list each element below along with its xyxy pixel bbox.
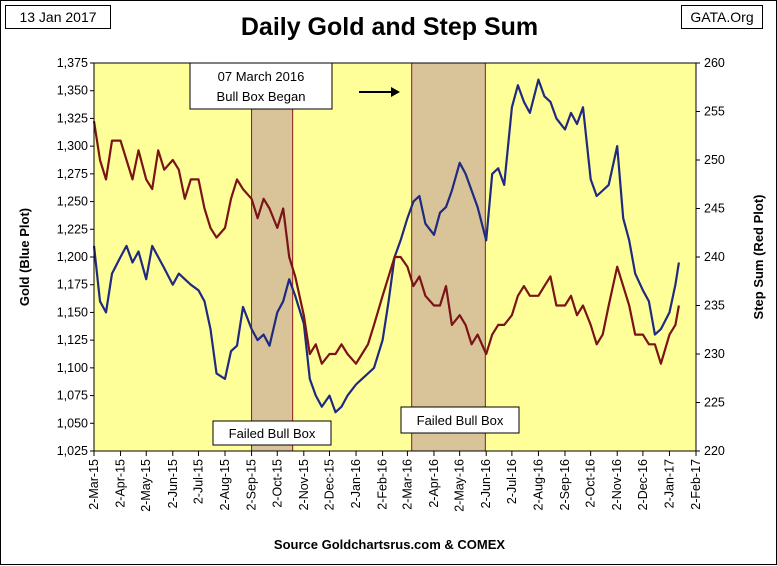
shaded-box-2 [411,62,486,452]
y-right-tick-label: 230 [704,347,725,361]
y-right-tick-label: 250 [704,153,725,167]
x-tick-label: 2-Nov-15 [297,459,311,510]
x-tick-label: 2-Jan-16 [349,459,363,508]
y-left-tick-label: 1,200 [57,250,88,264]
x-tick-label: 2-Feb-17 [689,459,703,510]
annotation-line2: Bull Box Began [217,89,306,104]
x-tick-label: 2-Apr-15 [114,459,128,508]
y-left-tick-label: 1,325 [57,111,88,125]
gold-series-line [92,78,680,414]
x-tick-label: 2-Jan-17 [662,459,676,508]
x-tick-label: 2-Dec-16 [636,459,650,510]
y-left-tick-label: 1,350 [57,84,88,98]
x-tick-label: 2-Jul-15 [191,459,205,504]
y-left-tick-label: 1,025 [57,444,88,458]
y-left-tick-label: 1,375 [57,56,88,70]
x-tick-label: 2-Oct-16 [584,459,598,508]
y-right-tick-label: 255 [704,105,725,119]
shaded-box-1 [251,62,294,452]
y-right-tick-label: 245 [704,202,725,216]
x-tick-label: 2-Jul-16 [505,459,519,504]
x-tick-label: 2-Sep-16 [558,459,572,510]
y-left-tick-label: 1,150 [57,305,88,319]
y-axis-right-title: Step Sum (Red Plot) [751,195,766,320]
x-tick-label: 2-May-16 [453,459,467,512]
x-tick-label: 2-May-15 [139,459,153,512]
site-label: GATA.Org [681,5,763,29]
x-tick-label: 2-Aug-16 [531,459,545,510]
x-tick-label: 2-Sep-15 [245,459,259,510]
failed-box-label-1-frame [212,420,332,446]
x-tick-label: 2-Feb-16 [376,459,390,510]
y-right-tick-label: 220 [704,444,725,458]
y-left-tick-label: 1,075 [57,389,88,403]
x-tick-label: 2-Jun-16 [479,459,493,508]
chart-title: Daily Gold and Step Sum [240,13,539,41]
x-tick-label: 2-Apr-16 [427,459,441,508]
x-tick-label: 2-Oct-15 [270,459,284,508]
failed-box-label-2-frame [400,406,520,434]
y-left-tick-label: 1,100 [57,361,88,375]
y-right-tick-label: 240 [704,250,725,264]
source-label: Source Goldchartsrus.com & COMEX [273,537,506,552]
x-tick-label: 2-Mar-16 [400,459,414,510]
y-left-tick-label: 1,050 [57,416,88,430]
annotation-line1: 07 March 2016 [218,69,305,84]
x-tick-label: 2-Mar-15 [87,459,101,510]
y-left-tick-label: 1,175 [57,278,88,292]
y-right-tick-label: 225 [704,396,725,410]
date-label: 13 Jan 2017 [5,5,111,29]
failed-box-label-2: Failed Bull Box [417,413,504,428]
y-left-tick-label: 1,275 [57,167,88,181]
y-right-tick-label: 260 [704,56,725,70]
annotation-arrowhead [391,87,400,97]
annotation-box [189,62,333,110]
failed-box-label-1: Failed Bull Box [229,426,316,441]
y-left-tick-label: 1,250 [57,195,88,209]
y-axis-left-title: Gold (Blue Plot) [17,208,32,306]
x-tick-label: 2-Jun-15 [166,459,180,508]
y-right-tick-label: 235 [704,299,725,313]
x-tick-label: 2-Dec-15 [322,459,336,510]
step-sum-series-line [92,121,680,365]
y-left-tick-label: 1,300 [57,139,88,153]
x-tick-label: 2-Nov-16 [610,459,624,510]
x-tick-label: 2-Aug-15 [218,459,232,510]
y-left-tick-label: 1,225 [57,222,88,236]
y-left-tick-label: 1,125 [57,333,88,347]
